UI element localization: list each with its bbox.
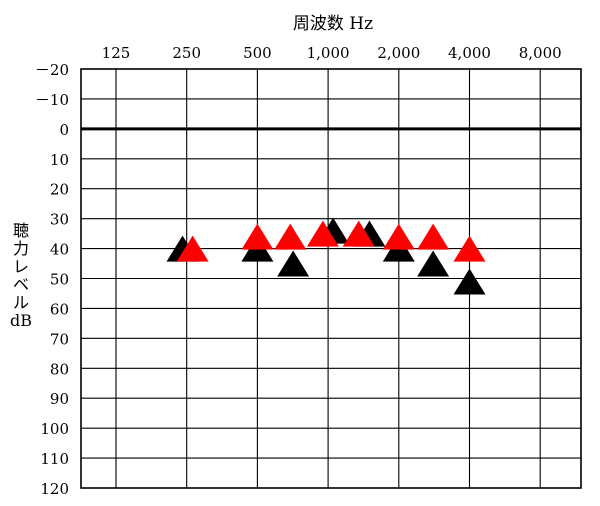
y-tick-label: 100 — [40, 420, 69, 438]
triangle-marker — [342, 220, 375, 247]
y-axis-label-char: ベ — [12, 275, 29, 294]
x-tick-label: 4,000 — [448, 44, 491, 62]
triangle-marker — [241, 223, 274, 250]
x-tick-label: 125 — [102, 44, 131, 62]
triangle-marker — [417, 250, 450, 277]
y-axis-label-char: ル — [12, 293, 29, 312]
x-tick-label: 250 — [172, 44, 201, 62]
y-tick-label: 70 — [50, 330, 69, 348]
y-axis-label-char: 力 — [12, 239, 29, 258]
triangle-marker — [306, 220, 339, 247]
y-tick-label: 0 — [59, 121, 69, 139]
y-tick-label: －20 — [35, 61, 69, 79]
y-tick-label: 90 — [50, 390, 69, 408]
y-tick-label: －10 — [35, 91, 69, 109]
x-tick-labels: 125 250 500 1,000 2,000 4,000 8,000 — [102, 44, 562, 62]
y-axis-label-char: レ — [12, 257, 29, 276]
triangle-marker — [417, 223, 450, 250]
x-axis-label: 周波数 Hz — [293, 14, 373, 34]
triangle-marker — [277, 250, 310, 277]
x-tick-label: 2,000 — [377, 44, 420, 62]
triangle-marker — [453, 235, 486, 262]
x-tick-label: 500 — [243, 44, 272, 62]
y-tick-label: 50 — [50, 271, 69, 289]
x-tick-label: 8,000 — [519, 44, 562, 62]
y-tick-labels: －20 －10 0 10 20 30 40 50 60 70 80 90 100 110 120 — [35, 61, 69, 498]
y-tick-label: 10 — [50, 151, 69, 169]
y-tick-label: 80 — [50, 360, 69, 378]
y-tick-label: 40 — [50, 241, 69, 259]
triangle-marker — [176, 235, 209, 262]
y-tick-label: 120 — [40, 480, 69, 498]
triangle-marker — [453, 268, 486, 295]
y-tick-label: 20 — [50, 181, 69, 199]
y-tick-label: 30 — [50, 211, 69, 229]
data-markers — [166, 217, 486, 295]
x-tick-label: 1,000 — [307, 44, 350, 62]
y-axis-label-char: dB — [10, 311, 32, 330]
grid — [80, 68, 582, 489]
y-axis-label-char: 聴 — [12, 221, 29, 240]
y-tick-label: 60 — [50, 300, 69, 318]
y-axis-label: 聴力レベル dB — [8, 222, 34, 330]
triangle-marker — [274, 223, 307, 250]
triangle-marker — [382, 223, 415, 250]
y-tick-label: 110 — [40, 450, 69, 468]
